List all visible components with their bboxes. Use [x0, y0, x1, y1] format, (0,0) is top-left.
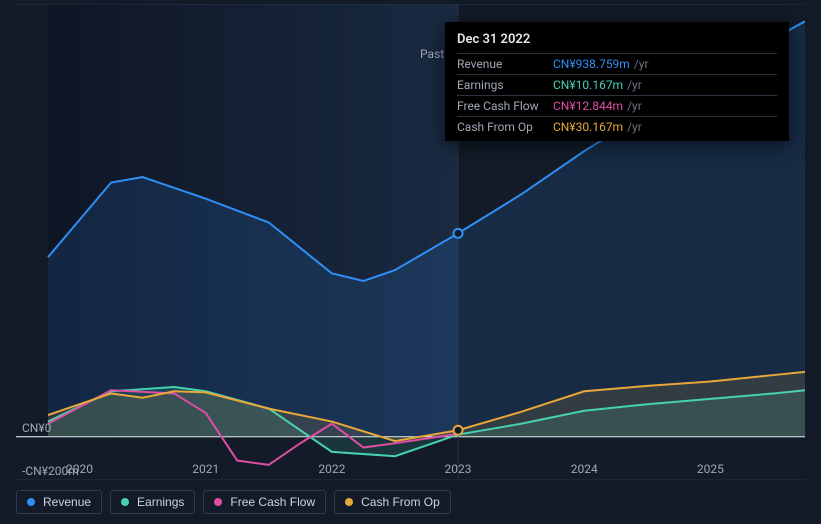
legend-dot-icon [27, 498, 35, 506]
financial-forecast-chart: Dec 31 2022 RevenueCN¥938.759m/yrEarning… [0, 0, 821, 524]
legend-dot-icon [121, 498, 129, 506]
tooltip-date: Dec 31 2022 [457, 30, 777, 53]
legend: Revenue Earnings Free Cash Flow Cash From O… [16, 490, 451, 514]
tooltip-row: RevenueCN¥938.759m/yr [457, 53, 777, 74]
tooltip-row-label: Cash From Op [457, 120, 553, 134]
legend-item-label: Revenue [43, 495, 91, 509]
plot-area: Dec 31 2022 RevenueCN¥938.759m/yrEarning… [16, 4, 805, 480]
marker-cfo [454, 426, 463, 435]
tooltip-row-value: CN¥12.844m [553, 99, 623, 113]
tooltip-row: Cash From OpCN¥30.167m/yr [457, 116, 777, 137]
tooltip-row-value: CN¥10.167m [553, 78, 623, 92]
tooltip-row-unit: /yr [627, 120, 642, 134]
legend-item-cfo[interactable]: Cash From Op [334, 490, 451, 514]
y-tick-label: -CN¥200m [22, 464, 79, 478]
legend-item-label: Free Cash Flow [230, 495, 315, 509]
x-tick-label: 2024 [571, 462, 598, 476]
x-tick-label: 2022 [318, 462, 345, 476]
tooltip-row-value: CN¥938.759m [553, 57, 630, 71]
legend-item-label: Earnings [137, 495, 184, 509]
tooltip-row-label: Revenue [457, 57, 553, 71]
tooltip-row-label: Free Cash Flow [457, 99, 553, 113]
tooltip-row-unit: /yr [627, 99, 642, 113]
x-axis-labels: 202020212022202320242025 [16, 456, 805, 480]
legend-item-earnings[interactable]: Earnings [110, 490, 195, 514]
tooltip-row: Free Cash FlowCN¥12.844m/yr [457, 95, 777, 116]
tooltip-row-label: Earnings [457, 78, 553, 92]
x-tick-label: 2025 [697, 462, 724, 476]
legend-item-label: Cash From Op [361, 495, 440, 509]
marker-revenue [454, 229, 463, 238]
x-tick-label: 2021 [192, 462, 219, 476]
x-tick-label: 2023 [445, 462, 472, 476]
tooltip-row-unit: /yr [627, 78, 642, 92]
y-tick-label: CN¥2b [22, 0, 58, 2]
legend-dot-icon [214, 498, 222, 506]
tooltip-row-value: CN¥30.167m [553, 120, 623, 134]
y-tick-label: CN¥0 [22, 421, 51, 435]
legend-item-fcf[interactable]: Free Cash Flow [203, 490, 326, 514]
legend-dot-icon [345, 498, 353, 506]
tooltip-row-unit: /yr [634, 57, 649, 71]
past-label: Past [420, 47, 444, 61]
hover-tooltip: Dec 31 2022 RevenueCN¥938.759m/yrEarning… [445, 22, 789, 141]
legend-item-revenue[interactable]: Revenue [16, 490, 102, 514]
tooltip-row: EarningsCN¥10.167m/yr [457, 74, 777, 95]
